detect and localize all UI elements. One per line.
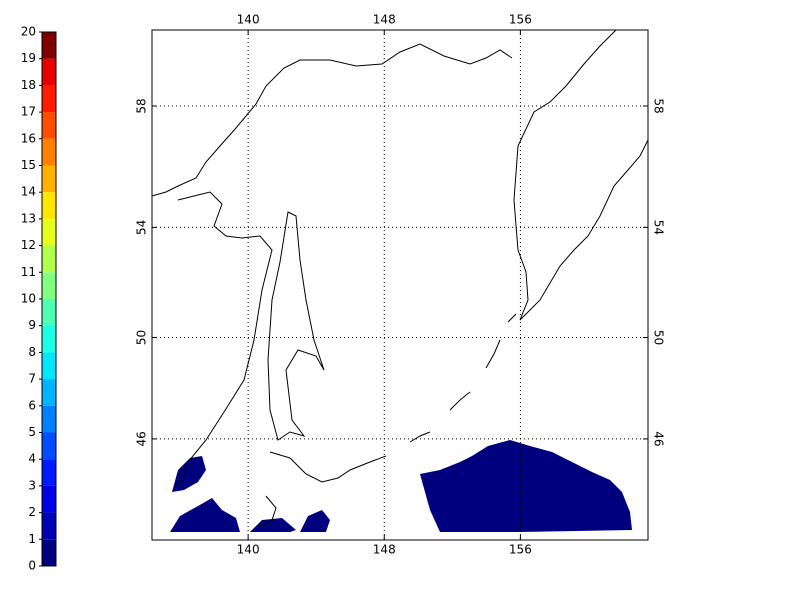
y-tick-label: 58	[652, 98, 666, 113]
colorbar-segment	[42, 32, 56, 59]
ice-patch	[172, 456, 206, 492]
colorbar-label: 6	[28, 398, 36, 412]
y-tick-label: 58	[135, 98, 149, 113]
colorbar-segment	[42, 325, 56, 353]
coastline	[257, 451, 387, 529]
colorbar-label: 5	[28, 425, 36, 439]
colorbar-label: 12	[21, 238, 36, 252]
colorbar-label: 8	[28, 345, 36, 359]
colorbar-segment	[42, 218, 56, 246]
y-tick-label: 46	[135, 431, 149, 446]
colorbar-segment	[42, 272, 56, 299]
x-tick-label: 156	[509, 543, 532, 557]
colorbar-segment	[42, 405, 56, 433]
colorbar-segment	[42, 165, 56, 193]
coastline	[513, 29, 649, 321]
colorbar-segment	[42, 512, 56, 540]
x-tick-label: 140	[237, 543, 260, 557]
colorbar-segment	[42, 85, 56, 113]
colorbar-segment	[42, 352, 56, 380]
colorbar-segment	[42, 299, 56, 326]
sea-ice	[170, 440, 632, 532]
colorbar-label: 9	[28, 318, 36, 332]
colorbar-label: 13	[21, 211, 36, 225]
coastline	[409, 313, 517, 443]
colorbar-label: 0	[28, 559, 36, 573]
colorbar-segment	[42, 58, 56, 86]
colorbar-segment	[42, 459, 56, 486]
colorbar-label: 7	[28, 372, 36, 386]
y-tick-label: 46	[652, 431, 666, 446]
y-tick-label: 54	[135, 220, 149, 235]
ice-patch	[170, 498, 240, 532]
colorbar-segment	[42, 485, 56, 513]
x-tick-label: 148	[373, 543, 396, 557]
map-frame	[151, 29, 649, 541]
x-tick-label: 156	[509, 13, 532, 27]
colorbar-label: 14	[21, 185, 36, 199]
colorbar-label: 16	[21, 131, 36, 145]
colorbar-segment	[42, 192, 56, 219]
colorbar-label: 18	[21, 78, 36, 92]
colorbar-segment	[42, 138, 56, 166]
colorbar-segment	[42, 539, 56, 566]
x-tick-label: 140	[237, 13, 260, 27]
ice-patch	[250, 518, 296, 532]
y-tick-label: 54	[652, 220, 666, 235]
colorbar-label: 19	[21, 51, 36, 65]
colorbar-label: 15	[21, 158, 36, 172]
colorbar-label: 3	[28, 478, 36, 492]
x-tick-label: 148	[373, 13, 396, 27]
coastline	[151, 43, 513, 197]
colorbar-label: 17	[21, 105, 36, 119]
colorbar-label: 1	[28, 532, 36, 546]
coastline	[177, 191, 273, 487]
y-tick-label: 50	[652, 330, 666, 345]
colorbar-label: 10	[21, 292, 36, 306]
colorbar-segment	[42, 112, 56, 139]
ice-patch	[420, 440, 632, 532]
coastlines	[151, 29, 649, 529]
map-axes: 140 140 148 148 156 156 46 46 50 50 54 54 58 58	[135, 13, 666, 557]
colorbar-segment	[42, 379, 56, 406]
colorbar-segment	[42, 432, 56, 460]
y-tick-label: 50	[135, 330, 149, 345]
colorbar-label: 11	[21, 265, 36, 279]
colorbar-label: 4	[28, 452, 36, 466]
colorbar-segment	[42, 245, 56, 273]
colorbar-label: 2	[28, 505, 36, 519]
ice-patch	[300, 510, 330, 532]
coastline	[267, 211, 325, 441]
colorbar-label: 20	[21, 25, 36, 39]
